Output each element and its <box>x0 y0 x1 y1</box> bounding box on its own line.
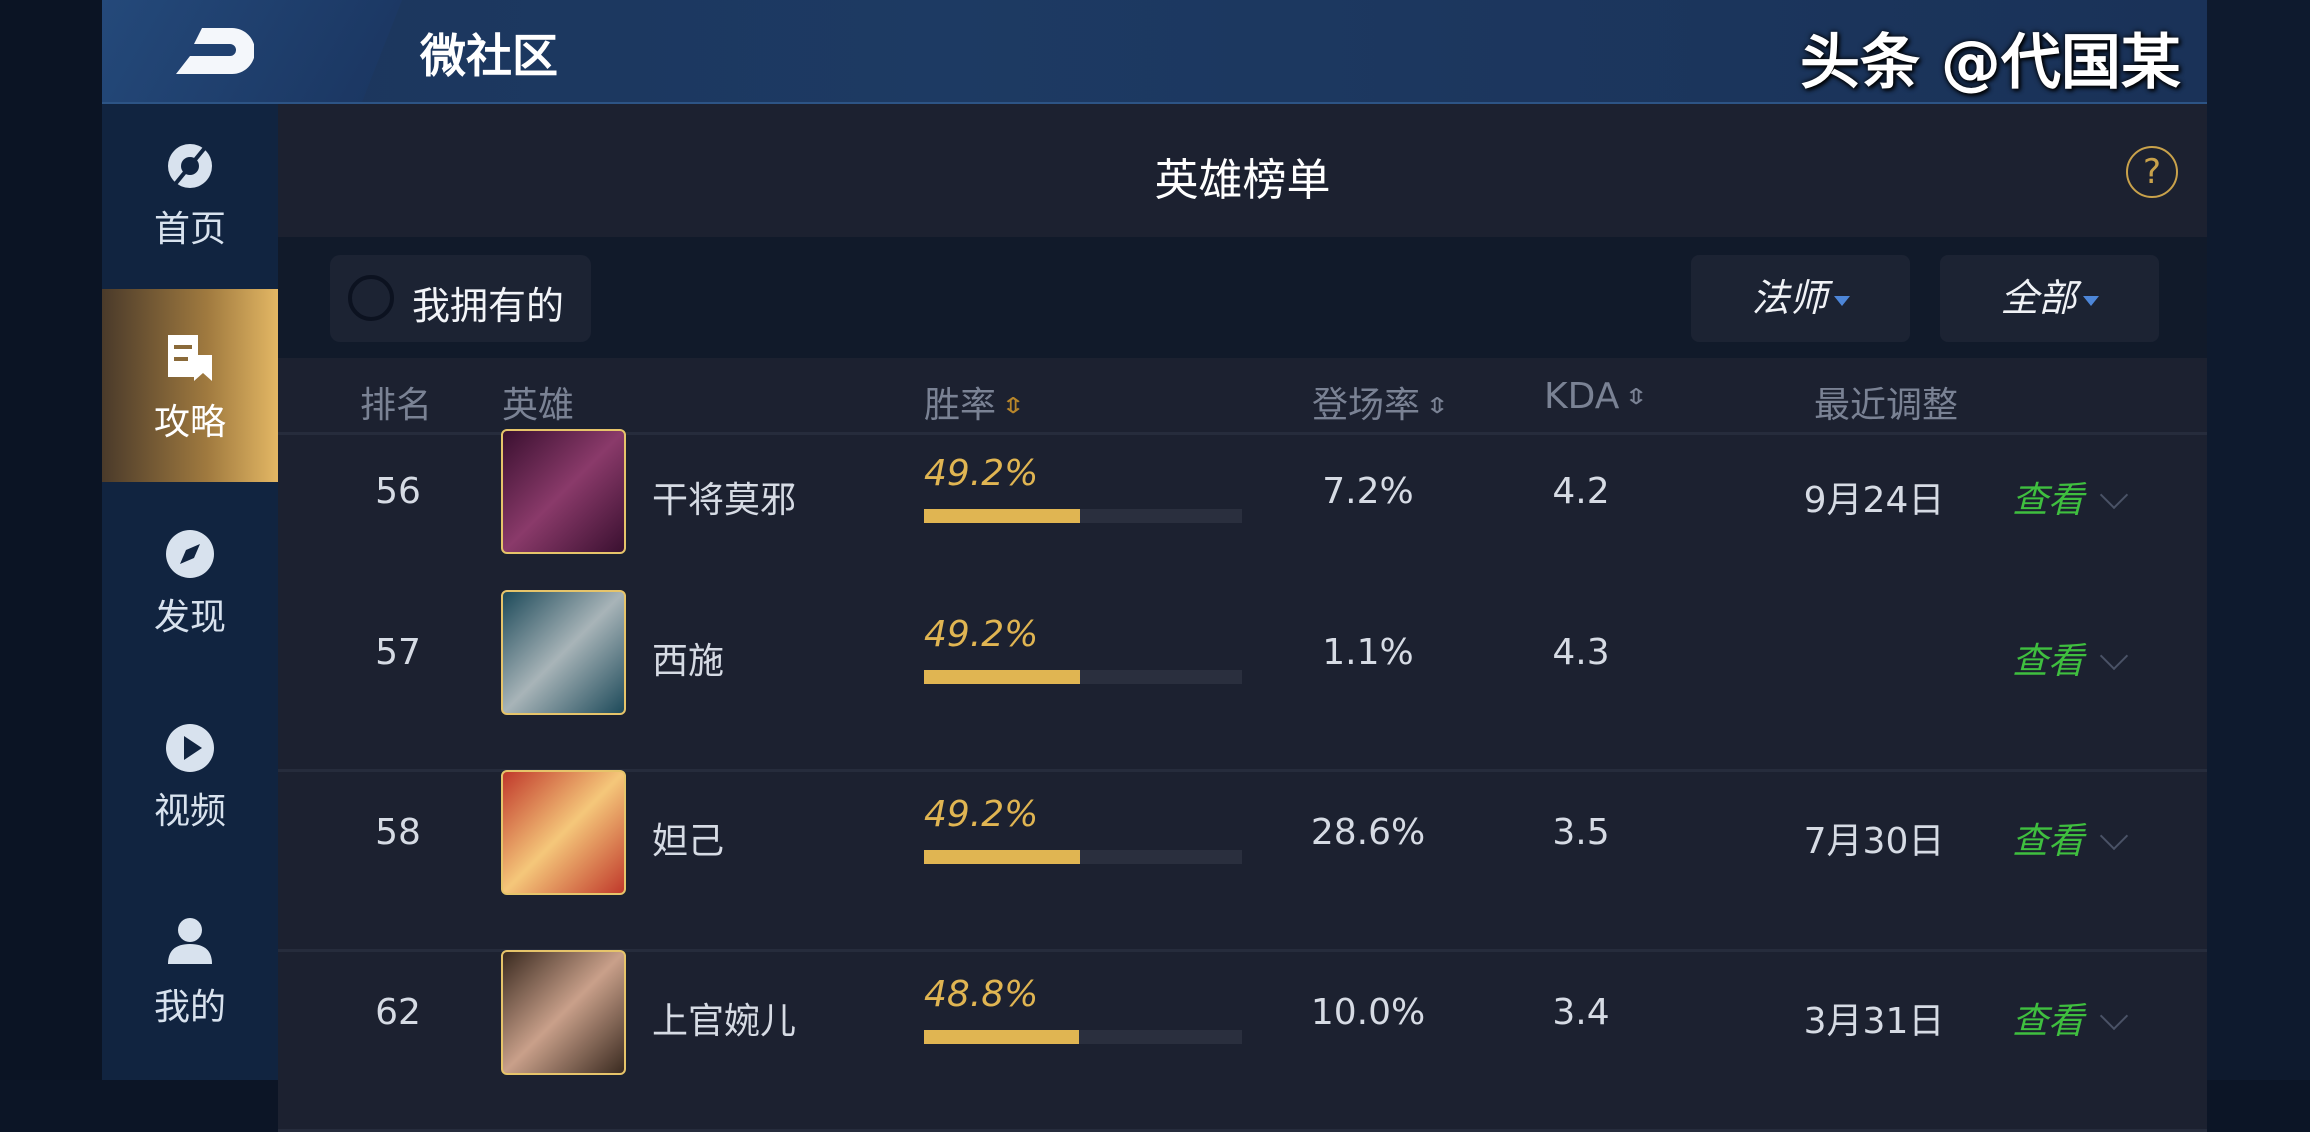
hero-name: 妲己 <box>652 821 725 862</box>
watermark: 头条 @代国某 <box>1800 28 2181 98</box>
rank: 57 <box>375 632 421 673</box>
sidebar-item-label: 发现 <box>153 597 226 638</box>
sidebar-item-label: 我的 <box>153 987 226 1028</box>
chevron-down-icon[interactable] <box>2099 821 2129 851</box>
compass-icon <box>166 530 214 578</box>
kda: 4.3 <box>1552 632 1610 673</box>
caret-down-icon <box>1833 295 1850 306</box>
scope-dropdown-value: 全部 <box>2000 276 2077 320</box>
hero-avatar[interactable] <box>501 950 626 1075</box>
home-orb-icon <box>168 142 212 190</box>
guide-book-icon <box>168 335 212 381</box>
app-header: 微社区 <box>102 0 2207 104</box>
page-title: 英雄榜单 <box>1154 155 1331 206</box>
hero-name: 西施 <box>652 641 725 682</box>
table-row[interactable]: 57 西施 49.2% 1.1% 4.3 查看 <box>278 590 2207 772</box>
column-adjust: 最近调整 <box>1814 385 1959 426</box>
column-rank: 排名 <box>360 385 433 426</box>
column-pickrate-sort[interactable]: 登场率 ⇕ <box>1312 376 1450 428</box>
kda: 3.4 <box>1552 992 1610 1033</box>
sidebar-item-home[interactable]: 首页 <box>102 104 278 294</box>
winrate-bar-fill <box>924 1030 1080 1044</box>
hero-avatar[interactable] <box>501 429 626 554</box>
radio-circle-icon <box>348 275 394 321</box>
rank: 62 <box>375 992 421 1033</box>
pickrate: 7.2% <box>1322 471 1414 512</box>
back-d-logo-icon <box>176 28 254 74</box>
owned-filter-toggle[interactable]: 我拥有的 <box>330 255 591 342</box>
table-header: 排名 英雄 胜率 ⇕ 登场率 ⇕ KDA ⇕ 最近调整 <box>278 358 2207 435</box>
view-button[interactable]: 查看 <box>2012 1001 2085 1042</box>
table-row[interactable]: 58 妲己 49.2% 28.6% 3.5 7月30日 查看 <box>278 770 2207 952</box>
rank: 58 <box>375 812 421 853</box>
last-adjust-date: 7月30日 <box>1803 821 1945 862</box>
column-kda-sort[interactable]: KDA ⇕ <box>1544 376 1649 417</box>
sidebar-item-label: 首页 <box>153 209 226 250</box>
chevron-down-icon[interactable] <box>2099 480 2129 510</box>
sidebar-item-label: 视频 <box>153 791 226 832</box>
sort-icon: ⇕ <box>1424 394 1451 419</box>
table-row[interactable]: 62 上官婉儿 48.8% 10.0% 3.4 3月31日 查看 <box>278 950 2207 1132</box>
table-row[interactable]: 56 干将莫邪 49.2% 7.2% 4.2 9月24日 查看 <box>278 429 2207 615</box>
view-button[interactable]: 查看 <box>2012 641 2085 682</box>
winrate: 49.2% <box>924 794 1039 835</box>
rank: 56 <box>375 471 421 512</box>
owned-filter-label: 我拥有的 <box>412 284 565 328</box>
title-bar: 英雄榜单 ? <box>278 104 2207 237</box>
pickrate: 10.0% <box>1310 992 1426 1033</box>
hero-avatar[interactable] <box>501 770 626 895</box>
last-adjust-date: 3月31日 <box>1803 1001 1945 1042</box>
winrate-bar <box>924 1030 1242 1044</box>
winrate: 49.2% <box>924 453 1039 494</box>
kda: 3.5 <box>1552 812 1610 853</box>
play-icon <box>166 724 214 772</box>
role-dropdown[interactable]: 法师 <box>1691 255 1910 342</box>
winrate: 49.2% <box>924 614 1039 655</box>
winrate-bar <box>924 850 1242 864</box>
hero-ranking-panel: 英雄榜单 ? 我拥有的 法师 全部 排名 英雄 胜率 ⇕ 登场率 ⇕ KDA ⇕ 最近… <box>278 104 2207 1132</box>
sidebar-item-me[interactable]: 我的 <box>102 888 278 1078</box>
sidebar-item-label: 攻略 <box>153 402 226 443</box>
winrate: 48.8% <box>924 974 1039 1015</box>
winrate-bar <box>924 670 1242 684</box>
column-winrate-sort[interactable]: 胜率 ⇕ <box>924 376 1026 428</box>
kda: 4.2 <box>1552 471 1610 512</box>
winrate-bar <box>924 509 1242 523</box>
column-winrate-label: 胜率 <box>924 385 997 426</box>
chevron-down-icon[interactable] <box>2099 641 2129 671</box>
column-kda-label: KDA <box>1544 376 1620 417</box>
hero-avatar[interactable] <box>501 590 626 715</box>
sort-icon: ⇕ <box>1623 385 1650 410</box>
chevron-down-icon[interactable] <box>2099 1001 2129 1031</box>
winrate-bar-fill <box>924 850 1081 864</box>
left-edge <box>0 0 102 1080</box>
column-pickrate-label: 登场率 <box>1312 385 1421 426</box>
pickrate: 28.6% <box>1310 812 1426 853</box>
caret-down-icon <box>2082 295 2099 306</box>
back-button[interactable] <box>102 0 402 102</box>
scope-dropdown[interactable]: 全部 <box>1940 255 2159 342</box>
right-edge <box>2207 0 2310 1080</box>
pickrate: 1.1% <box>1322 632 1414 673</box>
user-icon <box>168 918 212 964</box>
view-button[interactable]: 查看 <box>2012 821 2085 862</box>
filter-bar: 我拥有的 法师 全部 <box>278 237 2207 358</box>
sort-icon: ⇕ <box>1000 394 1027 419</box>
last-adjust-date: 9月24日 <box>1803 480 1945 521</box>
help-icon[interactable]: ? <box>2126 146 2178 198</box>
column-hero: 英雄 <box>502 385 575 426</box>
sidebar-item-video[interactable]: 视频 <box>102 692 278 882</box>
view-button[interactable]: 查看 <box>2012 480 2085 521</box>
sidebar: 首页 攻略 发现 视频 我的 <box>102 104 278 1080</box>
hero-name: 干将莫邪 <box>652 480 797 521</box>
winrate-bar-fill <box>924 509 1081 523</box>
winrate-bar-fill <box>924 670 1081 684</box>
hero-name: 上官婉儿 <box>652 1001 797 1042</box>
sidebar-item-discover[interactable]: 发现 <box>102 496 278 686</box>
role-dropdown-value: 法师 <box>1751 276 1828 320</box>
app-title: 微社区 <box>420 29 558 83</box>
sidebar-item-guide[interactable]: 攻略 <box>102 289 278 482</box>
